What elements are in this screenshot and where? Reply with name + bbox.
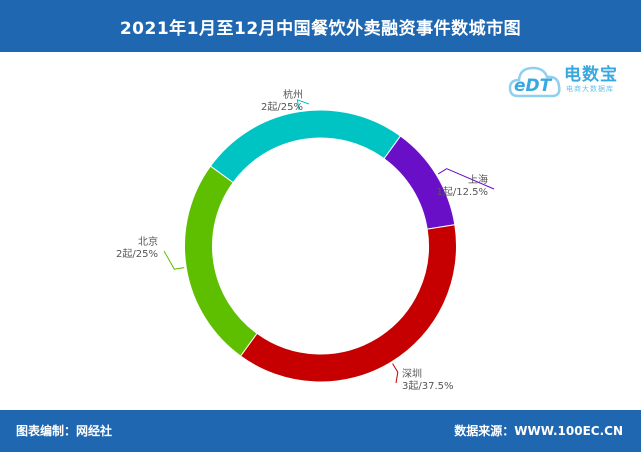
slice-name-label: 北京 [138,235,158,248]
slice-value-label: 3起/37.5% [402,380,454,392]
leader-line-上海 [437,168,495,190]
plot-area: 上海 1起/12.5% 深圳 3起/37.5% 北京 2起/25% 杭州 2起/25% [0,52,641,410]
donut-slice-上海 [383,135,456,230]
watermark-subtitle: 电商大数据库 [566,85,614,93]
cloud-icon [508,66,561,98]
leader-line-深圳 [392,363,399,384]
leader-line-杭州 [296,99,310,110]
slice-name-label: 杭州 [283,88,303,101]
slice-value-label: 1起/12.5% [437,186,489,198]
watermark-name: 电数宝 [564,65,618,85]
donut-slice-杭州 [209,109,402,184]
chart-footer: 图表编制：网经社 数据来源：WWW.100EC.CN [0,410,641,452]
slice-name-label: 上海 [468,173,488,186]
slice-name-label: 深圳 [402,368,422,380]
donut-slice-北京 [184,165,258,357]
slice-value-label: 2起/25% [261,101,303,113]
footer-credit: 图表编制：网经社 [16,424,113,438]
leader-line-北京 [163,250,185,270]
chart-header: 2021年1月至12月中国餐饮外卖融资事件数城市图 [0,0,641,52]
watermark-logo: eDT 电数宝 电商大数据库 [508,58,636,104]
slice-value-label: 2起/25% [116,248,158,260]
chart-title: 2021年1月至12月中国餐饮外卖融资事件数城市图 [119,18,522,39]
donut-slice-深圳 [239,224,457,383]
footer-source: 数据来源：WWW.100EC.CN [454,424,623,438]
watermark-logo-text: eDT [514,76,552,96]
